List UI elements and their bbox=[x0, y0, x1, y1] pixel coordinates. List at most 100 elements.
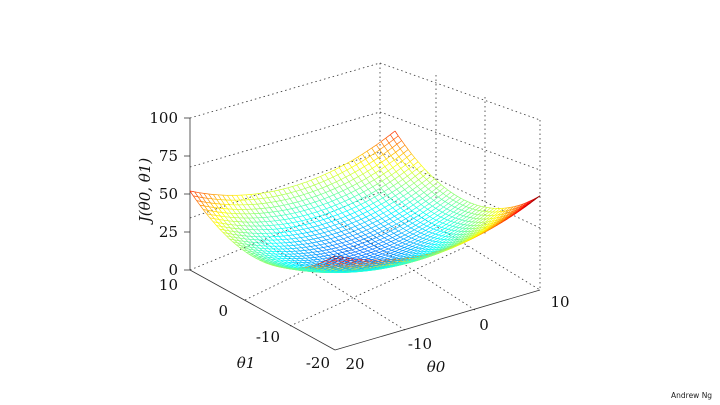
mesh-line-v bbox=[397, 182, 402, 187]
mesh-line-v bbox=[214, 218, 218, 223]
mesh-line-v bbox=[259, 225, 264, 230]
mesh-line-v bbox=[208, 193, 213, 199]
mesh-line-v bbox=[309, 249, 313, 253]
mesh-line-u bbox=[373, 157, 379, 162]
mesh-line-u bbox=[409, 182, 415, 187]
mesh-line-u bbox=[481, 211, 487, 216]
mesh-line-v bbox=[488, 224, 493, 227]
mesh-line-u bbox=[407, 252, 413, 256]
mesh-line-u bbox=[380, 254, 386, 258]
mesh-line-v bbox=[207, 198, 211, 204]
mesh-line-u bbox=[380, 220, 386, 225]
mesh-line-v bbox=[316, 270, 320, 273]
mesh-line-u bbox=[221, 212, 227, 214]
mesh-line-v bbox=[291, 258, 295, 261]
mesh-line-v bbox=[270, 263, 274, 266]
mesh-line-v bbox=[285, 214, 290, 220]
mesh-line-v bbox=[402, 242, 406, 245]
mesh-line-v bbox=[424, 168, 429, 173]
mesh-line-v bbox=[408, 220, 413, 224]
mesh-line-v bbox=[386, 177, 391, 183]
mesh-line-u bbox=[427, 205, 433, 210]
mesh-line-v bbox=[326, 269, 331, 272]
mesh-line-u bbox=[461, 216, 467, 221]
mesh-line-v bbox=[418, 247, 423, 250]
mesh-line-v bbox=[357, 233, 361, 237]
mesh-line-u bbox=[296, 247, 302, 249]
mesh-line-v bbox=[295, 191, 300, 197]
mesh-line-u bbox=[313, 259, 318, 261]
mesh-line-v bbox=[248, 248, 253, 252]
mesh-line-u bbox=[241, 235, 247, 237]
mesh-line-u bbox=[494, 211, 500, 216]
mesh-line-u bbox=[398, 256, 404, 259]
mesh-line-u bbox=[350, 189, 356, 194]
mesh-line-v bbox=[377, 183, 382, 189]
mesh-line-u bbox=[285, 213, 291, 216]
mesh-line-u bbox=[332, 243, 338, 246]
mesh-line-v bbox=[385, 254, 390, 257]
mesh-line-v bbox=[263, 248, 268, 252]
mesh-line-u bbox=[385, 218, 391, 222]
mesh-line-v bbox=[334, 169, 338, 175]
mesh-line-u bbox=[444, 197, 450, 202]
mesh-line-v bbox=[398, 252, 402, 254]
mesh-line-v bbox=[424, 206, 428, 210]
mesh-line-v bbox=[300, 268, 304, 271]
mesh-line-v bbox=[502, 215, 507, 217]
mesh-line-v bbox=[301, 247, 305, 251]
mesh-line-v bbox=[357, 263, 362, 266]
mesh-line-u bbox=[423, 172, 429, 177]
mesh-line-u bbox=[444, 225, 450, 229]
mesh-line-u bbox=[392, 244, 398, 248]
mesh-line-v bbox=[346, 241, 351, 245]
mesh-line-v bbox=[245, 225, 250, 230]
mesh-line-u bbox=[436, 244, 442, 248]
mesh-line-u bbox=[333, 227, 339, 231]
mesh-line-v bbox=[399, 192, 404, 197]
mesh-line-v bbox=[281, 239, 286, 244]
mesh-line-u bbox=[365, 243, 371, 246]
mesh-line-v bbox=[228, 230, 233, 235]
mesh-line-u bbox=[193, 195, 199, 198]
mesh-line-v bbox=[336, 181, 340, 187]
mesh-line-u bbox=[312, 211, 318, 214]
mesh-line-u bbox=[333, 192, 339, 196]
mesh-line-u bbox=[354, 169, 360, 173]
mesh-line-v bbox=[265, 262, 270, 265]
mesh-line-v bbox=[324, 214, 329, 219]
mesh-line-u bbox=[450, 217, 456, 222]
mesh-line-v bbox=[382, 197, 387, 202]
mesh-line-v bbox=[271, 262, 276, 265]
mesh-line-u bbox=[372, 220, 378, 224]
mesh-line-v bbox=[366, 195, 371, 200]
mesh-line-v bbox=[342, 270, 347, 272]
mesh-line-u bbox=[335, 235, 341, 238]
mesh-line-u bbox=[223, 219, 229, 222]
mesh-line-u bbox=[377, 197, 383, 201]
mesh-line-u bbox=[360, 256, 366, 259]
mesh-line-v bbox=[335, 237, 339, 241]
mesh-line-v bbox=[536, 195, 541, 199]
mesh-line-v bbox=[471, 212, 475, 215]
mesh-line-u bbox=[443, 229, 449, 233]
mesh-line-u bbox=[469, 230, 475, 235]
mesh-line-u bbox=[352, 256, 358, 259]
mesh-line-v bbox=[251, 221, 256, 227]
mesh-line-v bbox=[378, 176, 383, 182]
mesh-line-u bbox=[304, 239, 309, 242]
mesh-line-u bbox=[434, 221, 440, 225]
mesh-line-v bbox=[361, 218, 365, 223]
mesh-line-v bbox=[256, 203, 261, 209]
mesh-line-v bbox=[285, 242, 289, 247]
mesh-line-u bbox=[310, 201, 316, 204]
mesh-line-v bbox=[316, 261, 320, 264]
mesh-line-u bbox=[462, 201, 468, 206]
mesh-line-u bbox=[412, 220, 418, 224]
mesh-line-u bbox=[341, 254, 346, 256]
mesh-line-v bbox=[414, 198, 419, 203]
mesh-line-u bbox=[420, 219, 426, 223]
mesh-line-v bbox=[378, 157, 382, 163]
mesh-line-v bbox=[208, 206, 213, 212]
mesh-line-u bbox=[382, 228, 388, 232]
